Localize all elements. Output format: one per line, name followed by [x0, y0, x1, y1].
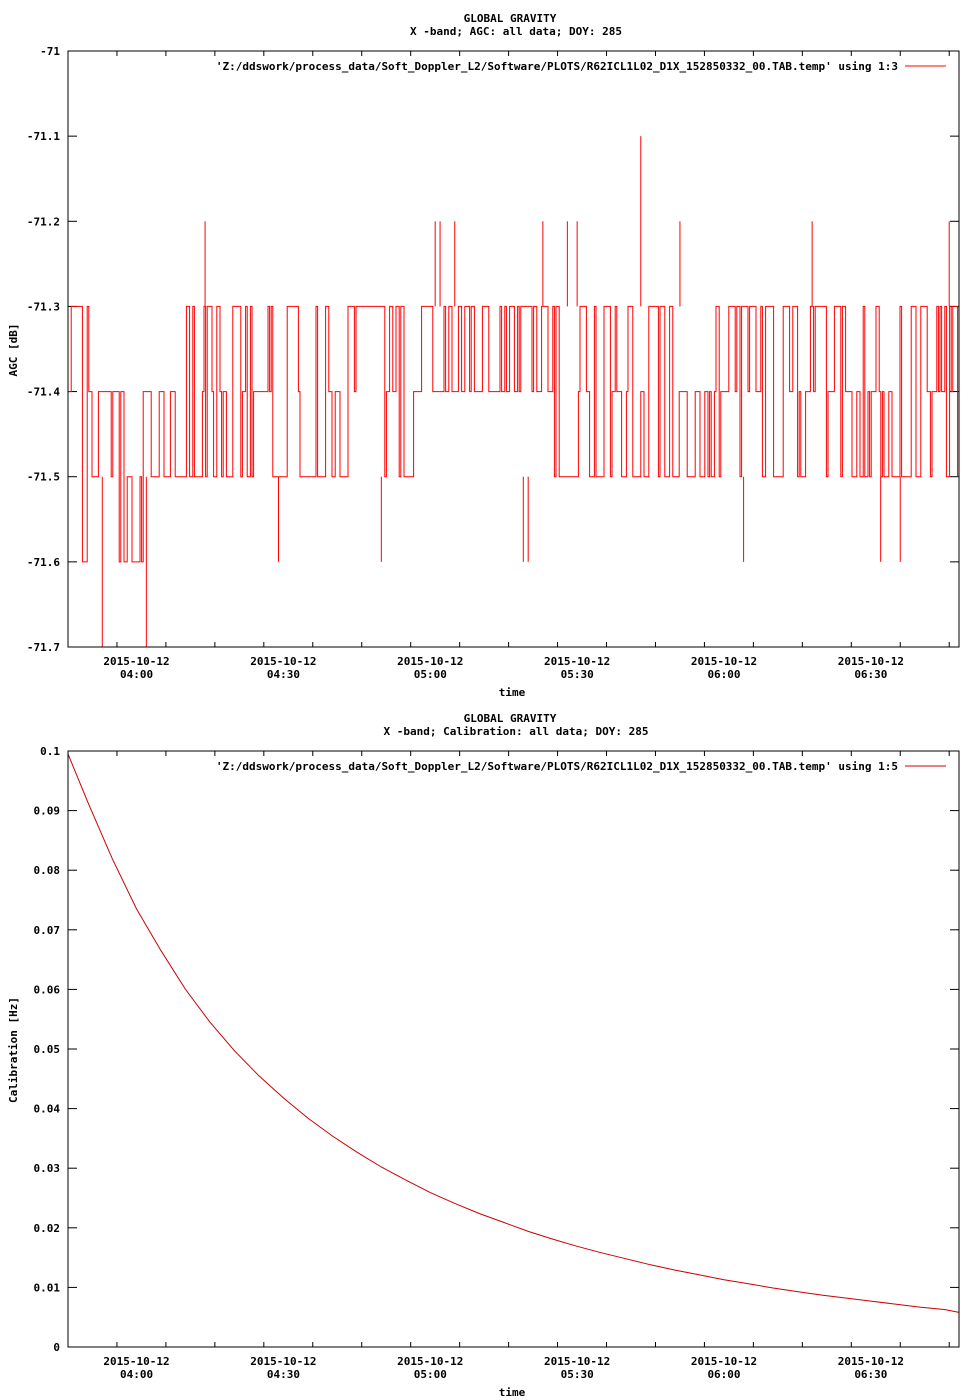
chart2-legend-label: 'Z:/ddswork/process_data/Soft_Doppler_L2…	[216, 760, 898, 773]
chart1-y-tick-label: -71.1	[27, 130, 60, 143]
chart1-x-tick-label-date: 2015-10-12	[838, 655, 904, 668]
chart2-y-tick-label: 0.09	[34, 805, 61, 818]
chart2-x-tick-label-time: 05:30	[561, 1368, 594, 1381]
chart1-x-tick-label-time: 04:30	[267, 668, 300, 681]
chart1-y-tick-label: -71.7	[27, 641, 60, 654]
chart2-y-tick-label: 0.02	[34, 1222, 61, 1235]
chart1-agc-series-line	[68, 305, 959, 563]
chart2-y-tick-label: 0.04	[34, 1103, 61, 1116]
chart1-y-tick-label: -71.6	[27, 556, 60, 569]
chart2-calibration-series-line	[67, 753, 960, 1313]
chart2-plot-frame	[67, 750, 960, 1348]
chart2-x-tick-label-time: 05:00	[414, 1368, 447, 1381]
chart2-title: GLOBAL GRAVITY	[464, 712, 557, 725]
chart1-plot-frame	[67, 50, 960, 648]
chart1-x-tick-label-date: 2015-10-12	[544, 655, 610, 668]
chart1-x-tick-label-time: 04:00	[120, 668, 153, 681]
chart2-x-tick-label-time: 04:30	[267, 1368, 300, 1381]
chart2-x-tick-label-date: 2015-10-12	[103, 1355, 169, 1368]
chart1-x-tick-label-time: 06:00	[707, 668, 740, 681]
chart1-ticks: -71 -71.1 -71.2 -71.3 -71.4 -71.5 -71.6 -71.7 20…	[27, 45, 959, 681]
chart1-x-tick-label-date: 2015-10-12	[103, 655, 169, 668]
chart2-series	[67, 753, 960, 1313]
chart2-x-axis-label: time	[499, 1386, 526, 1399]
chart1-x-axis-label: time	[499, 686, 526, 699]
chart1-x-tick-label-date: 2015-10-12	[691, 655, 757, 668]
chart1-subtitle: X -band; AGC: all data; DOY: 285	[410, 25, 622, 38]
chart1-x-tick-label-date: 2015-10-12	[397, 655, 463, 668]
chart1-y-axis-label: AGC [dB]	[7, 324, 20, 377]
chart2-x-tick-label-date: 2015-10-12	[691, 1355, 757, 1368]
chart2-subtitle: X -band; Calibration: all data; DOY: 285	[384, 725, 649, 738]
chart2-y-tick-label: 0.07	[34, 924, 61, 937]
chart2-y-tick-label: 0.1	[40, 745, 60, 758]
chart1-y-tick-label: -71.3	[27, 300, 60, 313]
chart2-y-tick-label: 0.03	[34, 1162, 61, 1175]
chart2-ticks: 0 0.01 0.02 0.03 0.04 0.05 0.06 0.07 0.08 0.09 0.1…	[34, 745, 959, 1381]
chart1-y-tick-label: -71.4	[27, 386, 60, 399]
chart2-y-tick-label: 0.05	[34, 1043, 61, 1056]
chart1-y-tick-label: -71.2	[27, 215, 60, 228]
chart1-x-tick-label-date: 2015-10-12	[250, 655, 316, 668]
chart2-x-tick-label-date: 2015-10-12	[397, 1355, 463, 1368]
chart2-x-tick-label-time: 06:00	[707, 1368, 740, 1381]
chart1-legend-label: 'Z:/ddswork/process_data/Soft_Doppler_L2…	[216, 60, 898, 73]
chart2-y-tick-label: 0.01	[34, 1281, 61, 1294]
chart2-y-tick-label: 0.08	[34, 864, 61, 877]
chart1-y-tick-label: -71.5	[27, 471, 60, 484]
chart2-y-axis-label: Calibration [Hz]	[7, 997, 20, 1103]
chart2-y-tick-label: 0	[53, 1341, 60, 1354]
chart1-x-tick-label-time: 05:30	[561, 668, 594, 681]
chart1-series	[68, 136, 959, 647]
chart2-x-tick-label-date: 2015-10-12	[838, 1355, 904, 1368]
chart1-x-tick-label-time: 06:30	[854, 668, 887, 681]
chart1-x-tick-label-time: 05:00	[414, 668, 447, 681]
chart2-x-tick-label-date: 2015-10-12	[544, 1355, 610, 1368]
chart1-y-tick-label: -71	[40, 45, 60, 58]
chart2-x-tick-label-time: 06:30	[854, 1368, 887, 1381]
chart1-title: GLOBAL GRAVITY	[464, 12, 557, 25]
chart2-x-tick-label-date: 2015-10-12	[250, 1355, 316, 1368]
chart2-x-tick-label-time: 04:00	[120, 1368, 153, 1381]
chart2-y-tick-label: 0.06	[34, 983, 61, 996]
